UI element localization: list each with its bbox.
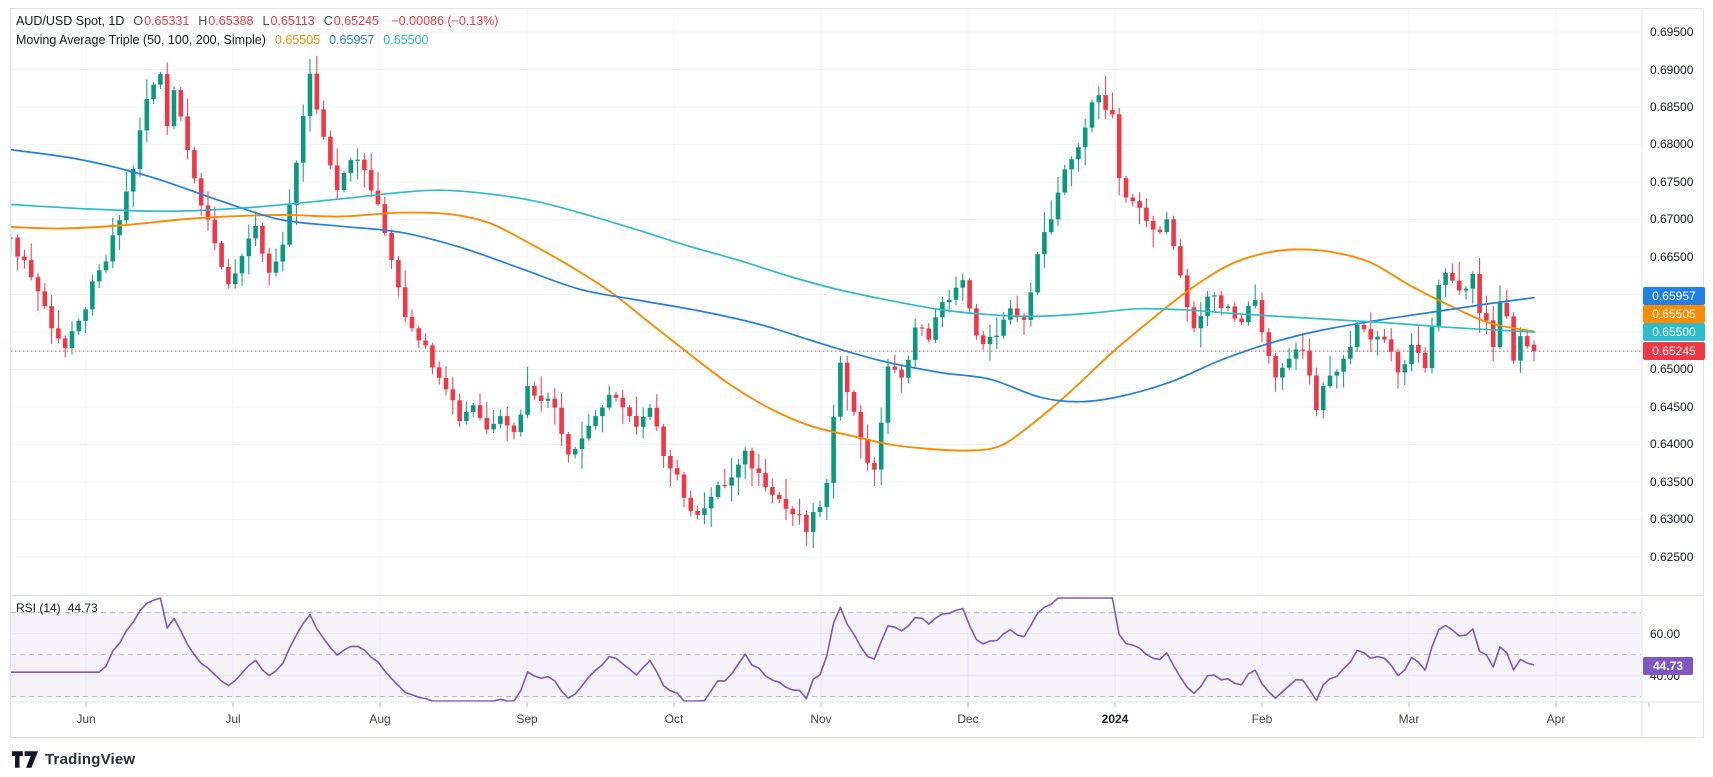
price-tick-label: 0.66500 <box>1650 250 1694 264</box>
time-tick-label: Jul <box>225 712 241 726</box>
sma-200-line <box>11 189 1535 333</box>
grid-layer <box>11 9 1650 707</box>
price-badge-ma200: 0.65500 <box>1643 323 1705 341</box>
time-tick-label: Nov <box>810 712 832 726</box>
rsi-legend[interactable]: RSI (14) 44.73 <box>16 601 98 615</box>
sma-100-line <box>11 148 1535 403</box>
ma-legend-values: 0.65505 0.65957 0.65500 <box>274 33 429 47</box>
price-tick-label: 0.67500 <box>1650 175 1694 189</box>
rsi-band <box>11 612 1641 698</box>
time-tick-label: Jun <box>76 712 96 726</box>
time-tick-label: Feb <box>1251 712 1273 726</box>
price-badge-last: 0.65245 <box>1643 342 1705 360</box>
price-badge-ma50: 0.65505 <box>1643 305 1705 323</box>
time-tick-label: Mar <box>1398 712 1420 726</box>
price-tick-label: 0.65000 <box>1650 362 1694 376</box>
price-tick-label: 0.67000 <box>1650 212 1694 226</box>
rsi-legend-label: RSI (14) <box>16 601 61 615</box>
candles-layer <box>11 55 1537 549</box>
symbol-title: AUD/USD Spot, 1D <box>16 14 125 28</box>
tradingview-brand-text[interactable]: TradingView <box>45 750 136 768</box>
time-axis[interactable]: JunJulAugSepOctNovDec2024FebMarApr18 <box>0 706 1641 734</box>
time-tick-label: Sep <box>516 712 538 726</box>
rsi-legend-value: 44.73 <box>67 601 98 615</box>
pane-separators <box>10 8 1704 738</box>
sma-50-line <box>11 211 1535 452</box>
price-tick-label: 0.64000 <box>1650 437 1694 451</box>
chart-frame <box>10 8 1704 738</box>
time-tick-label: 2024 <box>1101 712 1129 726</box>
footer: TradingView <box>12 746 135 772</box>
time-tick-label: Dec <box>957 712 979 726</box>
price-tick-label: 0.69000 <box>1650 63 1694 77</box>
time-tick-label: Aug <box>369 712 391 726</box>
price-tick-label: 0.62500 <box>1650 550 1694 564</box>
ma-legend[interactable]: Moving Average Triple (50, 100, 200, Sim… <box>16 33 428 47</box>
tradingview-logo-icon[interactable] <box>12 750 38 768</box>
price-tick-label: 0.63500 <box>1650 475 1694 489</box>
price-tick-label: 0.68000 <box>1650 137 1694 151</box>
price-tick-label: 0.68500 <box>1650 100 1694 114</box>
ma-legend-title: Moving Average Triple (50, 100, 200, Sim… <box>16 33 266 47</box>
rsi-tick-label: 60.00 <box>1650 627 1681 641</box>
price-badge-ma100: 0.65957 <box>1643 287 1705 305</box>
rsi-line <box>11 597 1535 702</box>
ohlc-values: O0.65331 H0.65388 L0.65113 C0.65245 <box>133 14 379 28</box>
price-tick-label: 0.64500 <box>1650 400 1694 414</box>
price-tick-label: 0.63000 <box>1650 512 1694 526</box>
time-tick-label: Apr <box>1546 712 1566 726</box>
rsi-value-badge: 44.73 <box>1643 657 1693 675</box>
symbol-legend[interactable]: AUD/USD Spot, 1D O0.65331 H0.65388 L0.65113… <box>16 14 498 28</box>
time-tick-label: Oct <box>664 712 684 726</box>
price-tick-label: 0.69500 <box>1650 25 1694 39</box>
change-value: −0.00086 (−0.13%) <box>391 14 499 28</box>
